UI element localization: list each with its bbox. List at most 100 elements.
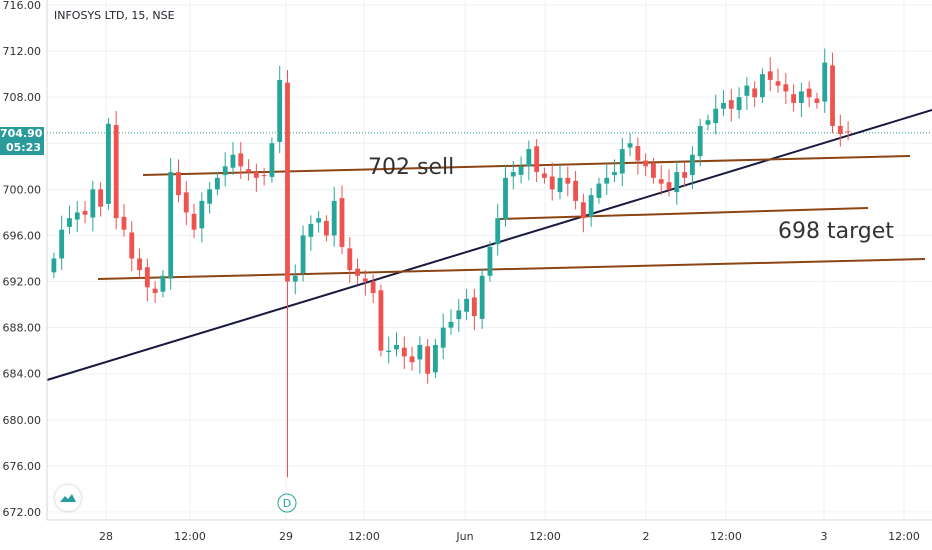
candle-body — [74, 212, 80, 220]
candle-body — [619, 149, 625, 174]
x-tick-label: 29 — [279, 530, 293, 543]
candle-body — [168, 172, 174, 279]
candle-body — [682, 172, 688, 178]
annotation-sell: 702 sell — [368, 155, 454, 180]
candle-body — [837, 125, 843, 135]
y-tick-label: 688.00 — [3, 322, 42, 335]
candle-body — [222, 166, 228, 176]
candle-body — [767, 71, 773, 80]
candle-body — [433, 344, 438, 373]
candle-body — [105, 123, 111, 204]
candle-body — [830, 65, 835, 126]
y-tick-label: 692.00 — [3, 276, 42, 289]
candle-body — [549, 176, 555, 190]
x-tick-label: 12:00 — [710, 530, 742, 543]
candle-body — [207, 189, 213, 204]
candle-body — [503, 177, 508, 220]
candlestick-series[interactable] — [51, 48, 851, 478]
x-tick-label: 3 — [821, 530, 828, 543]
logo-mountain-icon — [60, 494, 76, 502]
x-tick-label: Jun — [455, 530, 473, 543]
candle-body — [666, 182, 672, 190]
candle-body — [277, 79, 283, 142]
candle-body — [791, 94, 797, 103]
x-tick-label: 12:00 — [888, 530, 920, 543]
candle-body — [370, 281, 376, 294]
candle-body — [253, 172, 259, 178]
chart-annotations: 702 sell 698 target D — [277, 155, 894, 513]
candle-body — [744, 85, 750, 96]
candle-body — [152, 288, 158, 294]
candle-body — [199, 200, 205, 229]
candle-body — [331, 200, 337, 236]
candle-body — [230, 154, 236, 168]
x-tick-label: 12:00 — [174, 530, 206, 543]
candle-body — [98, 189, 104, 207]
candle-body — [845, 131, 851, 133]
candle-body — [643, 160, 649, 167]
candle-body — [59, 229, 65, 259]
tradingview-logo-icon[interactable] — [55, 485, 81, 511]
candle-body — [565, 177, 571, 184]
candle-body — [160, 275, 166, 292]
candle-body — [113, 125, 119, 219]
candle-body — [612, 172, 617, 176]
candle-body — [783, 84, 789, 92]
y-tick-label: 696.00 — [3, 229, 42, 242]
candle-body — [183, 192, 189, 213]
candle-body — [487, 246, 493, 276]
countdown-tag: 05:23 — [0, 141, 44, 155]
candle-body — [814, 98, 820, 103]
candle-body — [518, 166, 524, 175]
candle-body — [464, 298, 469, 312]
y-tick-label: 712.00 — [3, 45, 42, 58]
candle-body — [67, 218, 72, 227]
candle-body — [713, 108, 719, 123]
candle-body — [417, 344, 423, 360]
candle-body — [261, 175, 267, 177]
symbol-title: INFOSYS LTD, 15, NSE — [54, 9, 175, 22]
candle-body — [191, 213, 197, 230]
candle-body — [90, 189, 96, 218]
candle-body — [324, 220, 329, 236]
candle-body — [721, 102, 726, 109]
candle-body — [806, 88, 812, 98]
candle-body — [573, 180, 578, 201]
candle-body — [760, 74, 765, 98]
candle-body — [121, 216, 127, 230]
x-tick-label: 12:00 — [529, 530, 561, 543]
y-tick-label: 680.00 — [3, 414, 42, 427]
candle-body — [728, 100, 734, 109]
time-axis[interactable]: 28 12:00 29 12:00 Jun 12:00 2 12:00 3 12:00 — [47, 519, 932, 543]
candle-body — [534, 146, 540, 173]
candle-body — [378, 290, 384, 351]
target-level-line — [499, 207, 869, 220]
dividend-marker-label: D — [283, 497, 291, 510]
candle-body — [798, 91, 804, 103]
x-tick-label: 12:00 — [348, 530, 380, 543]
candle-body — [775, 81, 781, 86]
candle-body — [557, 177, 563, 193]
candle-body — [394, 344, 399, 350]
candle-body — [510, 172, 516, 177]
candle-body — [246, 169, 251, 173]
candle-body — [347, 248, 353, 271]
candle-body — [697, 125, 703, 157]
dividend-marker — [277, 493, 297, 513]
candle-body — [580, 202, 586, 219]
candle-body — [705, 120, 711, 125]
support-level-line — [97, 258, 926, 280]
candle-body — [137, 258, 142, 271]
candle-body — [479, 275, 485, 319]
y-tick-label: 708.00 — [3, 91, 42, 104]
candle-body — [674, 172, 680, 193]
candle-body — [292, 275, 298, 282]
x-tick-label: 2 — [643, 530, 650, 543]
candle-body — [588, 195, 594, 217]
candle-body — [627, 143, 633, 148]
price-axis[interactable]: 716.00712.00708.00704.00700.00696.00692.… — [0, 0, 48, 550]
candle-body — [604, 177, 610, 184]
candle-body — [752, 88, 758, 98]
candle-body — [736, 97, 742, 111]
